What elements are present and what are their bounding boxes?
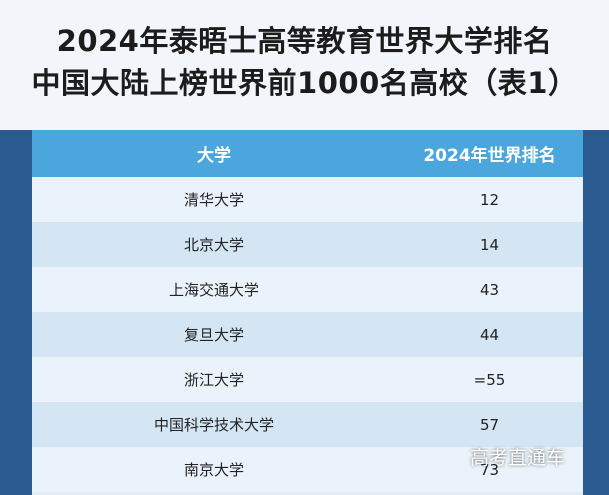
table-body: 清华大学 12 北京大学 14 上海交通大学 43 复旦大学 44 浙江大学 =… bbox=[32, 177, 583, 492]
university-rank: 57 bbox=[479, 415, 500, 434]
table-row: 清华大学 12 bbox=[32, 177, 583, 222]
page-title-line-2: 中国大陆上榜世界前1000名高校（表1） bbox=[31, 66, 578, 100]
left-frame-bar bbox=[0, 130, 32, 495]
university-name: 清华大学 bbox=[183, 191, 244, 209]
watermark: 高考直通车 bbox=[470, 447, 566, 469]
page-title-line-1: 2024年泰晤士高等教育世界大学排名 bbox=[56, 24, 553, 58]
table-row: 复旦大学 44 bbox=[32, 312, 583, 357]
university-name: 浙江大学 bbox=[183, 371, 244, 389]
university-rank: 14 bbox=[479, 235, 500, 254]
header-rank: 2024年世界排名 bbox=[423, 146, 556, 166]
ranking-table: 大学 2024年世界排名 清华大学 12 北京大学 14 上海交通大学 43 复… bbox=[32, 130, 583, 495]
university-rank: =55 bbox=[473, 370, 506, 389]
table-row: 上海交通大学 43 bbox=[32, 267, 583, 312]
university-rank: 44 bbox=[479, 325, 500, 344]
table-row: 中国科学技术大学 57 bbox=[32, 402, 583, 447]
title-block: 2024年泰晤士高等教育世界大学排名 中国大陆上榜世界前1000名高校（表1） bbox=[0, 0, 609, 130]
table-row: 浙江大学 =55 bbox=[32, 357, 583, 402]
university-name: 上海交通大学 bbox=[168, 281, 259, 299]
university-name: 复旦大学 bbox=[183, 326, 244, 344]
university-rank: 12 bbox=[479, 190, 500, 209]
right-frame-bar bbox=[583, 130, 609, 495]
university-name: 中国科学技术大学 bbox=[153, 416, 274, 434]
university-name: 北京大学 bbox=[183, 236, 244, 254]
header-university: 大学 bbox=[197, 146, 231, 166]
table-header: 大学 2024年世界排名 bbox=[32, 130, 583, 177]
university-name: 南京大学 bbox=[183, 461, 244, 479]
university-rank: 43 bbox=[479, 280, 500, 299]
table-row: 南京大学 73 bbox=[32, 447, 583, 492]
university-rank: 73 bbox=[479, 460, 500, 479]
table-row: 北京大学 14 bbox=[32, 222, 583, 267]
